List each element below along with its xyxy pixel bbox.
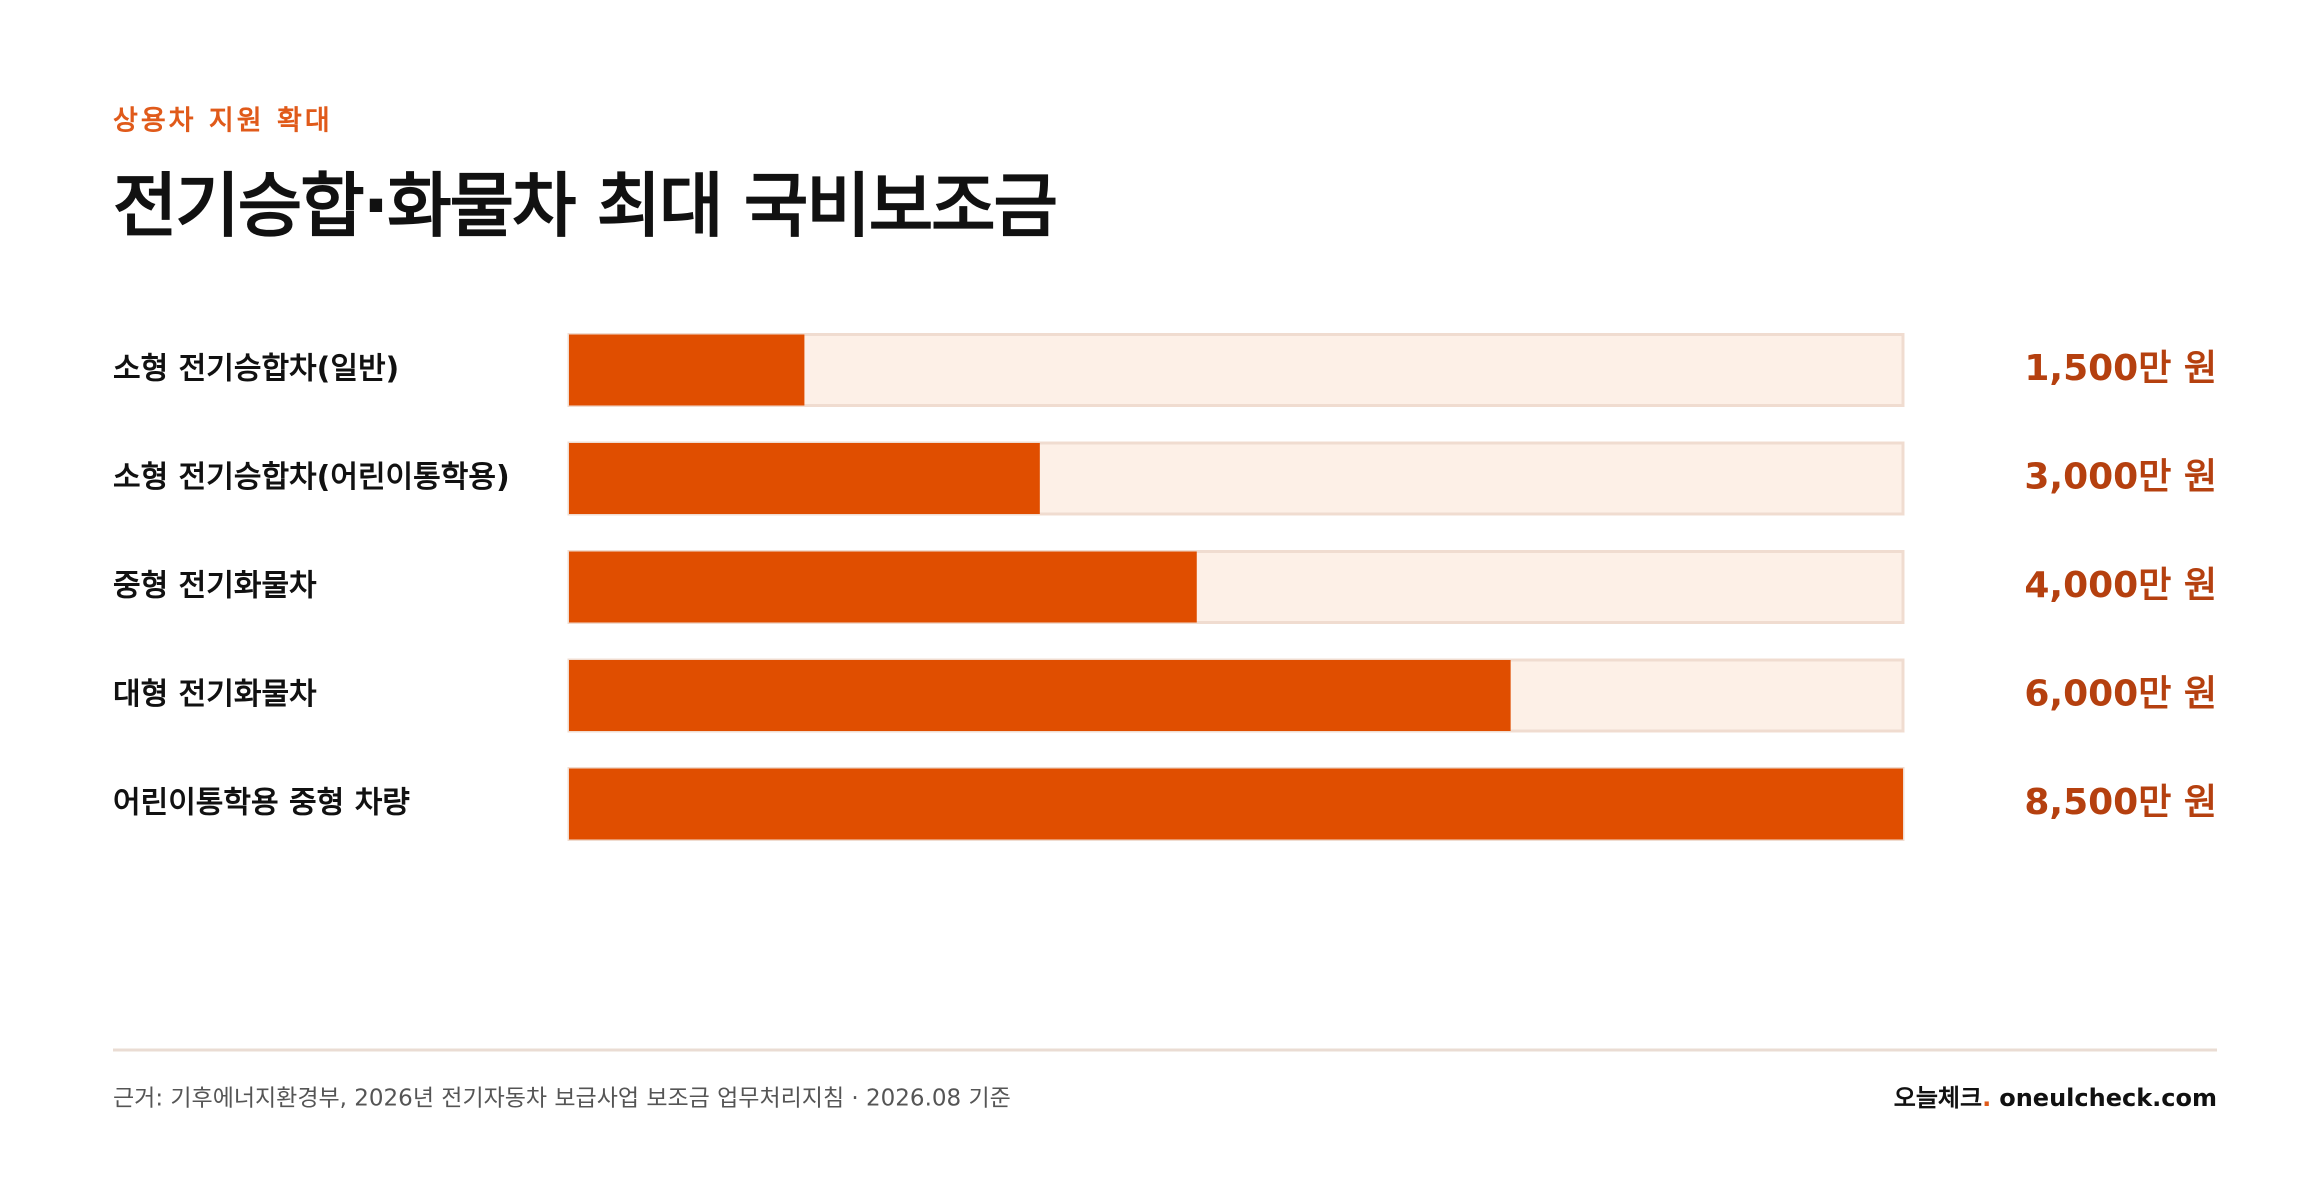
- bar: [569, 768, 1903, 840]
- category-label: 소형 전기승합차(일반): [113, 352, 399, 387]
- value-label: 3,000만 원: [2024, 457, 2217, 498]
- category-label: 어린이통학용 중형 차량: [113, 786, 410, 821]
- kicker: 상용차 지원 확대: [113, 106, 333, 137]
- value-label: 4,000만 원: [2024, 565, 2217, 606]
- chart-title: 전기승합·화물차 최대 국비보조금: [113, 165, 1056, 247]
- brand-name: 오늘체크: [1894, 1084, 1982, 1112]
- brand: 오늘체크. oneulcheck.com: [1894, 1084, 2217, 1112]
- bar: [569, 551, 1197, 623]
- bar: [569, 334, 805, 406]
- category-label: 소형 전기승합차(어린이통학용): [113, 460, 510, 495]
- brand-site: oneulcheck.com: [1999, 1084, 2217, 1112]
- value-label: 8,500만 원: [2024, 782, 2217, 823]
- bar: [569, 660, 1511, 731]
- value-label: 6,000만 원: [2024, 674, 2217, 715]
- category-label: 중형 전기화물차: [113, 569, 317, 604]
- value-label: 1,500만 원: [2024, 348, 2217, 389]
- bar: [569, 443, 1040, 514]
- source-note: 근거: 기후에너지환경부, 2026년 전기자동차 보급사업 보조금 업무처리지…: [113, 1086, 1011, 1112]
- brand-dot: .: [1982, 1084, 1991, 1112]
- category-label: 대형 전기화물차: [113, 677, 317, 712]
